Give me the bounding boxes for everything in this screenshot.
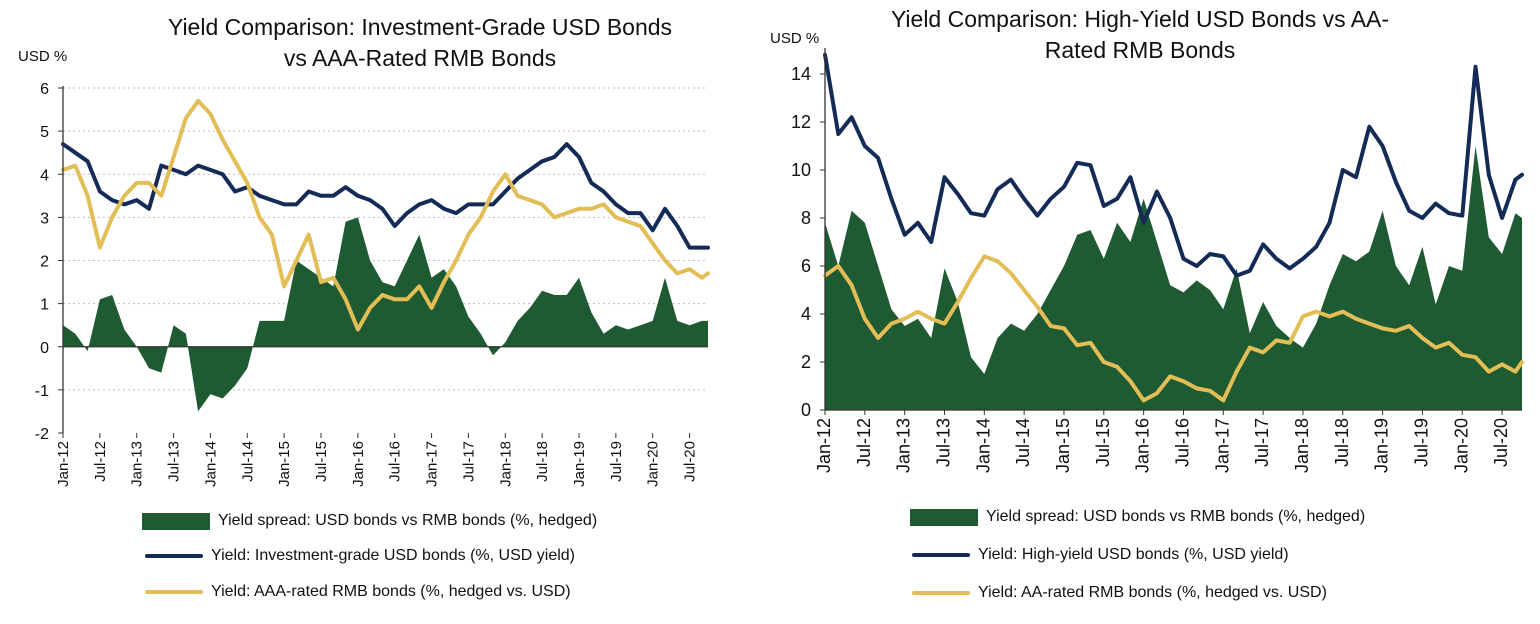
y-tick-label: 0 (801, 400, 811, 420)
legend-label-rmb-yield: Yield: AA-rated RMB bonds (%, hedged vs.… (978, 584, 1327, 601)
x-tick-label: Jul-12 (92, 441, 109, 482)
legend-label-rmb-yield: Yield: AAA-rated RMB bonds (%, hedged vs… (211, 583, 571, 600)
x-tick-label: Jul-18 (1332, 418, 1352, 467)
series-line-rmb-yield (823, 254, 1524, 403)
legend-label-usd-yield: Yield: High-yield USD bonds (%, USD yiel… (978, 546, 1289, 563)
y-tick-label: 14 (791, 64, 811, 84)
x-tick-label: Jul-19 (608, 441, 625, 482)
x-tick-label: Jan-19 (1372, 418, 1392, 473)
chart-title-line-2: Rated RMB Bonds (1044, 37, 1236, 63)
x-tick-label: Jan-17 (424, 441, 441, 487)
legend-swatch-rmb-yield (145, 590, 203, 594)
y-tick-label: 2 (801, 352, 811, 372)
x-tick-label: Jul-19 (1411, 418, 1431, 467)
y-tick-label: 10 (791, 160, 811, 180)
x-tick-label: Jan-13 (129, 441, 146, 487)
x-tick-label: Jul-14 (239, 441, 256, 482)
y-tick-label: 4 (801, 304, 811, 324)
y-tick-label: 8 (801, 208, 811, 228)
legend-label-spread: Yield spread: USD bonds vs RMB bonds (%,… (218, 512, 598, 529)
x-tick-label: Jul-18 (534, 441, 551, 482)
legend-item-rmb-yield: Yield: AAA-rated RMB bonds (%, hedged vs… (145, 583, 571, 601)
x-tick-label: Jul-13 (934, 418, 954, 467)
legend-label-usd-yield: Yield: Investment-grade USD bonds (%, US… (211, 547, 575, 564)
chart-title: Yield Comparison: Investment-Grade USD B… (100, 12, 740, 74)
y-tick-label: 12 (791, 112, 811, 132)
series-area-yield-spread (63, 217, 708, 412)
y-tick-label: 1 (40, 297, 49, 314)
y-tick-label: -1 (35, 383, 49, 400)
x-tick-label: Jan-20 (1451, 418, 1471, 473)
legend-item-rmb-yield: Yield: AA-rated RMB bonds (%, hedged vs.… (912, 584, 1327, 602)
chart-plot-right: 0 2 4 6 8 10 12 14 Jan-12 Jul-12 Jan-13 Jul-13 Jan-1… (791, 48, 1524, 473)
x-tick-label: Jan-12 (814, 418, 834, 473)
y-axis-unit-label: USD % (770, 30, 820, 47)
chart-title: Yield Comparison: High-Yield USD Bonds v… (810, 4, 1470, 66)
x-tick-label: Jul-15 (313, 441, 330, 482)
x-tick-label: Jan-14 (973, 418, 993, 473)
y-tick-label: -2 (35, 426, 49, 443)
x-tick-label: Jul-14 (1013, 418, 1033, 467)
legend-swatch-rmb-yield (912, 591, 970, 595)
x-tick-label: Jan-17 (1212, 418, 1232, 473)
y-tick-label: 6 (801, 256, 811, 276)
x-tick-label: Jul-17 (1252, 418, 1272, 467)
x-tick-label: Jan-16 (1133, 418, 1153, 473)
legend-swatch-usd-yield (145, 554, 203, 558)
x-tick-label: Jan-14 (202, 441, 219, 487)
x-tick-label: Jul-20 (682, 441, 699, 482)
chart-panel-high-yield: Yield Comparison: High-Yield USD Bonds v… (770, 0, 1540, 624)
legend-item-spread: Yield spread: USD bonds vs RMB bonds (%,… (910, 508, 1365, 526)
x-tick-label: Jan-12 (55, 441, 72, 487)
x-tick-label: Jan-19 (571, 441, 588, 487)
chart-title-line-1: Yield Comparison: High-Yield USD Bonds v… (890, 6, 1390, 32)
y-tick-label: 3 (40, 210, 49, 227)
x-tick-label: Jul-17 (460, 441, 477, 482)
y-tick-label: 0 (40, 340, 49, 357)
series-line-rmb-yield (61, 98, 710, 332)
x-tick-label: Jul-16 (387, 441, 404, 482)
chart-title-line-1: Yield Comparison: Investment-Grade USD B… (167, 14, 673, 40)
x-tick-label: Jan-18 (497, 441, 514, 487)
x-tick-label: Jan-13 (894, 418, 914, 473)
series-line-usd-yield (823, 52, 1524, 278)
y-axis-unit-label: USD % (18, 48, 68, 65)
x-tick-label: Jan-20 (645, 441, 662, 487)
y-tick-label: 2 (40, 254, 49, 271)
chart-title-line-2: vs AAA-Rated RMB Bonds (283, 45, 557, 71)
x-tick-label: Jan-15 (276, 441, 293, 487)
legend-label-spread: Yield spread: USD bonds vs RMB bonds (%,… (986, 508, 1366, 525)
x-tick-label: Jul-13 (166, 441, 183, 482)
x-tick-label: Jan-16 (350, 441, 367, 487)
legend-swatch-usd-yield (912, 553, 970, 557)
y-tick-label: 5 (40, 124, 49, 141)
x-tick-label: Jul-20 (1491, 418, 1511, 467)
legend-item-usd-yield: Yield: High-yield USD bonds (%, USD yiel… (912, 546, 1289, 564)
x-tick-label: Jul-16 (1173, 418, 1193, 467)
x-tick-label: Jul-15 (1093, 418, 1113, 467)
y-tick-label: 6 (40, 81, 49, 98)
legend-item-usd-yield: Yield: Investment-grade USD bonds (%, US… (145, 547, 575, 565)
x-tick-label: Jul-12 (854, 418, 874, 467)
x-tick-label: Jan-15 (1053, 418, 1073, 473)
y-tick-label: 4 (40, 167, 49, 184)
chart-plot-left: -2 -1 0 1 2 3 4 5 6 Jan-12 Jul-12 Jan-13 Jul-13 Jan-1… (35, 81, 710, 487)
chart-panel-investment-grade: Yield Comparison: Investment-Grade USD B… (18, 12, 740, 601)
x-tick-label: Jan-18 (1292, 418, 1312, 473)
legend-swatch-spread (910, 508, 978, 526)
legend-item-spread: Yield spread: USD bonds vs RMB bonds (%,… (142, 512, 597, 530)
legend-swatch-spread (142, 512, 210, 530)
series-area-yield-spread (825, 146, 1522, 410)
